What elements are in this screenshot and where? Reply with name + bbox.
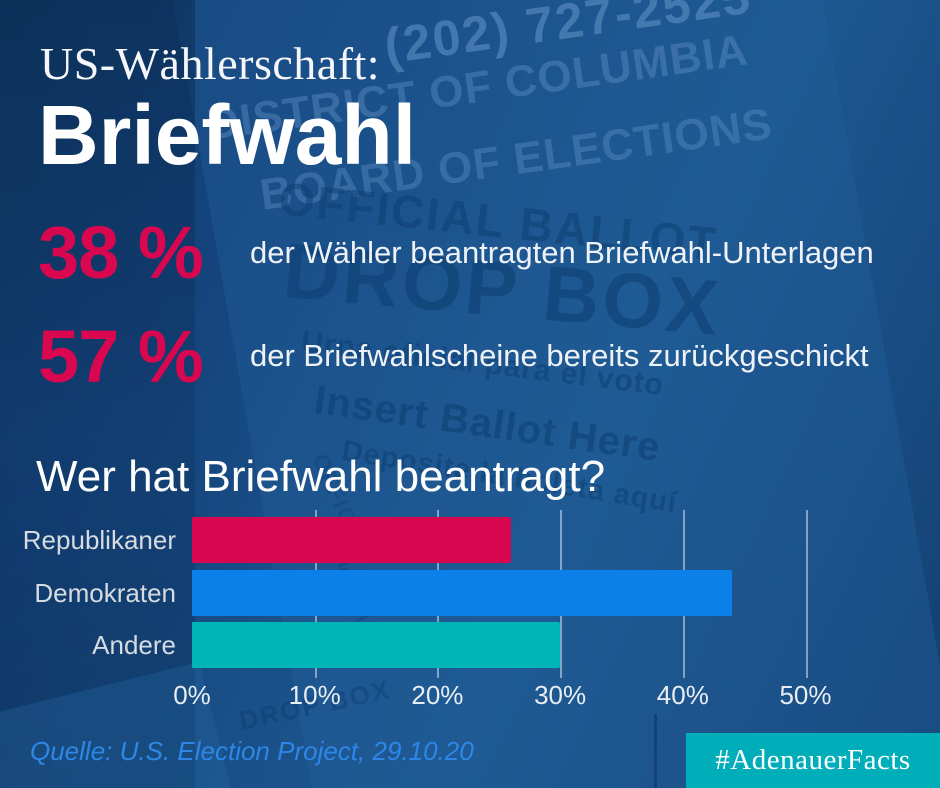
chart-gridline (805, 510, 808, 678)
chart-plot-area (192, 510, 940, 678)
stat-label-returned: der Briefwahlscheine bereits zurückgesch… (250, 338, 869, 373)
x-tick-label: 40% (656, 680, 709, 710)
bar-demokraten (192, 569, 732, 616)
hashtag-badge: #AdenauerFacts (686, 733, 940, 788)
x-tick-label: 20% (411, 680, 464, 710)
x-tick-label: 0% (173, 680, 211, 710)
category-label-demokraten: Demokraten (34, 577, 176, 608)
stat-label-requested: der Wähler beantragten Briefwahl-Unterla… (250, 235, 874, 270)
bar-andere (192, 622, 561, 668)
category-label-andere: Andere (92, 630, 176, 660)
bar-republikaner (192, 517, 512, 563)
chart-category-labels: Republikaner Demokraten Andere (0, 510, 176, 678)
chart-title: Wer hat Briefwahl beantragt? (36, 452, 606, 501)
kicker-text: US-Wählerschaft: (40, 38, 381, 89)
source-citation: Quelle: U.S. Election Project, 29.10.20 (30, 736, 474, 766)
stat-value-requested: 38 % (38, 211, 204, 294)
x-tick-label: 30% (534, 680, 587, 710)
page-title: Briefwahl (38, 88, 417, 182)
x-tick-label: 50% (779, 680, 832, 710)
category-label-republikaner: Republikaner (22, 525, 176, 555)
chart-x-axis: 0% 10% 20% 30% 40% 50% (173, 680, 940, 714)
stat-value-returned: 57 % (38, 315, 204, 398)
x-tick-label: 10% (288, 680, 341, 710)
background-watermark: (202) 727-2525 (380, 0, 756, 75)
hashtag-badge-label: #AdenauerFacts (715, 744, 911, 776)
background-pole-shape (654, 714, 657, 788)
